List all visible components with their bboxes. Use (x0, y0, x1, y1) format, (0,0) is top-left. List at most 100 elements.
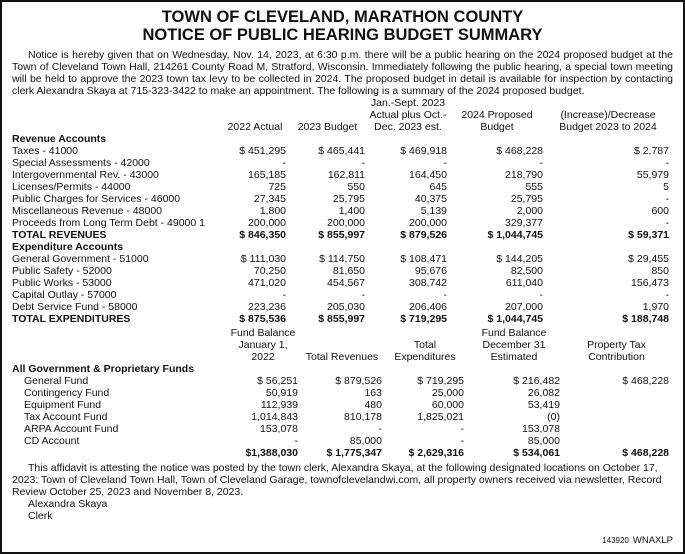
row-value: 550 (347, 181, 365, 193)
row-value: 95,676 (414, 265, 447, 277)
signature-title: Clerk (28, 510, 53, 522)
row-value: 50,919 (265, 387, 298, 399)
row-value: $ 879,526 (400, 229, 447, 241)
expenditure-row: Public Safety - 52000 70,250 81,650 95,676 8… (12, 265, 673, 277)
row-label: Public Charges for Services - 46000 (12, 193, 181, 205)
row-value: 25,795 (510, 193, 543, 205)
revenue-heading: Revenue Accounts (12, 133, 673, 145)
row-value: $ 188,748 (622, 313, 669, 325)
row-value: - (539, 157, 544, 169)
row-label: Intergovernmental Rev. - 43000 (12, 169, 159, 181)
row-value: - (361, 289, 366, 301)
row-value: - (665, 289, 670, 301)
row-value: - (460, 435, 465, 447)
row-label: Public Safety - 52000 (12, 265, 112, 277)
row-value: - (539, 289, 544, 301)
expenditure-heading: Expenditure Accounts (12, 241, 673, 253)
row-value: 156,473 (631, 277, 669, 289)
fund-header-row: Fund Balance January 1, 2022 Total Revenu… (12, 327, 673, 363)
row-value: 153,078 (522, 423, 560, 435)
row-value: - (294, 435, 299, 447)
row-value: - (460, 423, 465, 435)
row-value: 153,078 (260, 423, 298, 435)
row-value: $ 59,371 (628, 229, 669, 241)
fund-row: Tax Account Fund 1,014,843 810,178 1,825,02… (12, 411, 673, 423)
row-value: $ 534,061 (513, 447, 560, 459)
row-value: 329,377 (505, 217, 543, 229)
revenue-total-row: TOTAL REVENUES $ 846,350 $ 855,997 $ 879,52… (12, 229, 673, 241)
notice-title-line2: NOTICE OF PUBLIC HEARING BUDGET SUMMARY (142, 26, 543, 44)
row-value: 1,970 (642, 301, 669, 313)
row-value: 611,040 (505, 277, 543, 289)
row-value (564, 423, 673, 435)
signature-name: Alexandra Skaya (28, 498, 108, 510)
row-value: 165,185 (248, 169, 286, 181)
expenditure-total-row: TOTAL EXPENDITURES $ 875,536 $ 855,997 $ 71… (12, 313, 673, 325)
fund-row: CD Account - 85,000 - 85,000 (12, 435, 673, 447)
row-value: $ 2,629,316 (408, 447, 464, 459)
revenue-row: Public Charges for Services - 46000 27,34… (12, 193, 673, 205)
row-value: $ 1,775,347 (326, 447, 382, 459)
row-value: $ 1,044,745 (487, 229, 543, 241)
row-value: 1,800 (259, 205, 286, 217)
row-value: $ 111,030 (240, 253, 286, 265)
row-value: 600 (651, 205, 669, 217)
row-value: Total Revenues (305, 351, 379, 363)
row-value: 200,000 (409, 217, 447, 229)
row-value (564, 399, 673, 411)
row-value: 27,345 (253, 193, 286, 205)
row-value: 1,400 (338, 205, 365, 217)
row-value: $ 719,295 (417, 375, 464, 387)
expenditure-row: Capital Outlay - 57000 - - - - - (12, 289, 673, 301)
expenditure-row: Debt Service Fund - 58000 223,236 205,030 2… (12, 301, 673, 313)
row-value: $ 875,536 (239, 313, 286, 325)
row-value: 2,000 (516, 205, 543, 217)
row-label (12, 327, 228, 363)
row-value: Fund Balance December 31 Estimated (481, 327, 547, 363)
ad-number: 143920 (602, 536, 629, 545)
row-value: - (378, 423, 383, 435)
row-value: $ 469,918 (400, 145, 447, 157)
row-value: 5 (663, 181, 669, 193)
row-value (564, 411, 673, 423)
row-label: General Fund (24, 375, 89, 387)
row-value: Property Tax Contribution (587, 339, 646, 363)
row-value: $ 1,044,745 (487, 313, 543, 325)
row-label (12, 447, 228, 459)
budget-header-row: 2022 Actual 2023 Budget Jan.-Sept. 2023 Ac… (12, 97, 673, 133)
revenue-row: Taxes - 41000 $ 451,295 $ 465,441 $ 469,918… (12, 145, 673, 157)
row-value: 82,500 (510, 265, 543, 277)
revenue-heading-label: Revenue Accounts (12, 133, 107, 145)
row-value: 40,375 (414, 193, 447, 205)
row-value: 207,000 (505, 301, 543, 313)
ad-code-text: WNAXLP (632, 535, 673, 546)
row-value: $ 468,228 (496, 145, 543, 157)
fund-balance-table: Fund Balance January 1, 2022 Total Revenu… (12, 327, 673, 459)
row-value: 223,236 (248, 301, 286, 313)
row-label: TOTAL EXPENDITURES (12, 313, 131, 325)
row-value: 162,811 (327, 169, 365, 181)
row-value: $ 56,251 (257, 375, 298, 387)
row-label (12, 97, 224, 133)
row-value: Total Expenditures (394, 339, 456, 363)
intro-paragraph: Notice is hereby given that on Wednesday… (12, 49, 673, 97)
row-value: 810,178 (344, 411, 382, 423)
row-value: 55,979 (636, 169, 669, 181)
fund-row: General Fund $ 56,251 $ 879,526 $ 719,295 $ … (12, 375, 673, 387)
row-value: $ 114,750 (319, 253, 365, 265)
row-value: $ 855,997 (318, 313, 365, 325)
row-label: Taxes - 41000 (12, 145, 78, 157)
row-label: TOTAL REVENUES (12, 229, 107, 241)
revenue-row: Miscellaneous Revenue - 48000 1,800 1,400 5… (12, 205, 673, 217)
row-label: Contingency Fund (24, 387, 110, 399)
row-value: - (443, 289, 448, 301)
row-value: 2022 Actual (227, 121, 283, 133)
row-value: $ 468,228 (622, 375, 669, 387)
row-label: Debt Service Fund - 58000 (12, 301, 138, 313)
row-value: Jan.-Sept. 2023 Actual plus Oct.-Dec. 20… (369, 97, 447, 133)
row-value: 200,000 (248, 217, 286, 229)
row-label: Capital Outlay - 57000 (12, 289, 117, 301)
row-value: - (282, 157, 287, 169)
expenditure-heading-label: Expenditure Accounts (12, 241, 124, 253)
row-value: 85,000 (349, 435, 382, 447)
